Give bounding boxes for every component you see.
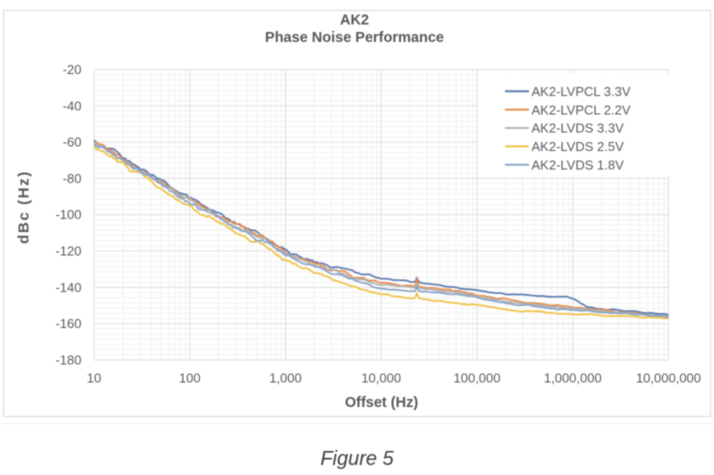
svg-text:-80: -80 bbox=[63, 171, 82, 186]
svg-text:-20: -20 bbox=[63, 62, 82, 77]
svg-text:Figure 5: Figure 5 bbox=[320, 448, 394, 470]
svg-text:-40: -40 bbox=[63, 98, 82, 113]
svg-text:10,000: 10,000 bbox=[361, 371, 401, 386]
svg-text:-140: -140 bbox=[55, 280, 81, 295]
svg-text:AK2-LVPCL 3.3V: AK2-LVPCL 3.3V bbox=[532, 84, 631, 99]
svg-text:-120: -120 bbox=[55, 244, 81, 259]
svg-text:Phase Noise Performance: Phase Noise Performance bbox=[265, 30, 444, 46]
svg-text:AK2-LVDS 1.8V: AK2-LVDS 1.8V bbox=[532, 158, 625, 173]
svg-text:Offset (Hz): Offset (Hz) bbox=[345, 395, 418, 411]
svg-text:-180: -180 bbox=[55, 353, 81, 368]
svg-text:1,000,000: 1,000,000 bbox=[544, 371, 602, 386]
svg-text:dBc (Hz): dBc (Hz) bbox=[16, 170, 33, 244]
svg-text:10,000,000: 10,000,000 bbox=[636, 371, 701, 386]
svg-text:AK2: AK2 bbox=[340, 13, 369, 29]
svg-text:10: 10 bbox=[87, 371, 101, 386]
svg-text:-160: -160 bbox=[55, 316, 81, 331]
svg-text:-60: -60 bbox=[63, 135, 82, 150]
svg-text:AK2-LVDS 2.5V: AK2-LVDS 2.5V bbox=[532, 139, 625, 154]
svg-text:AK2-LVPCL 2.2V: AK2-LVPCL 2.2V bbox=[532, 102, 631, 117]
svg-text:100,000: 100,000 bbox=[454, 371, 501, 386]
svg-text:100: 100 bbox=[179, 371, 201, 386]
svg-text:-100: -100 bbox=[55, 207, 81, 222]
svg-text:1,000: 1,000 bbox=[269, 371, 302, 386]
svg-text:AK2-LVDS 3.3V: AK2-LVDS 3.3V bbox=[532, 121, 625, 136]
